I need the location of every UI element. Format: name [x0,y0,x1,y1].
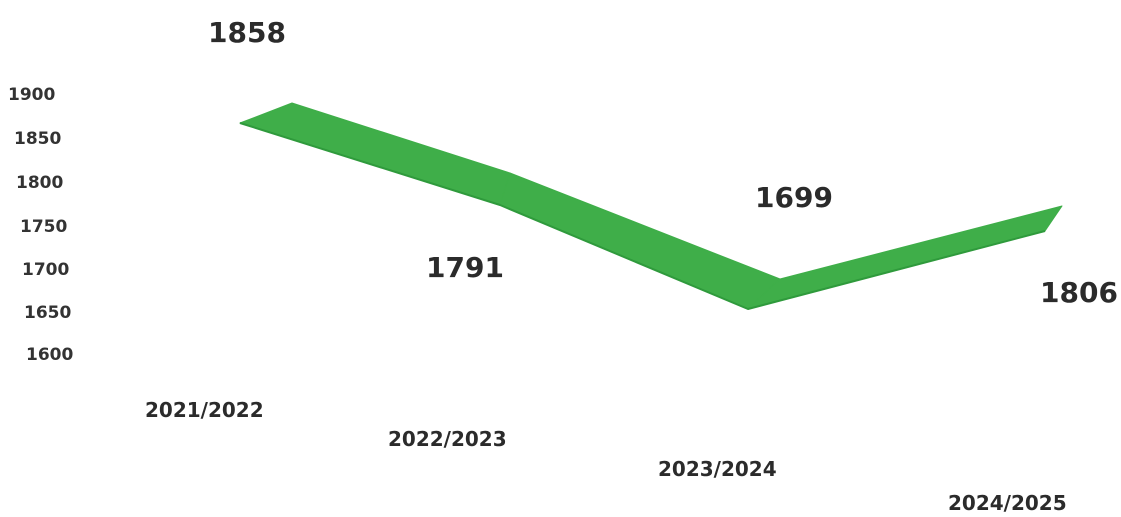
y-tick-label: 1850 [14,129,61,149]
x-tick-label: 2021/2022 [145,398,264,422]
series-segment [499,172,781,310]
x-tick-label: 2024/2025 [948,491,1067,515]
data-label: 1791 [426,251,504,284]
x-tick-label: 2022/2023 [388,427,507,451]
x-tick-label: 2023/2024 [658,457,777,481]
y-axis-ticks: 1900 1850 1800 1750 1700 1650 1600 [8,85,73,365]
y-tick-label: 1900 [8,85,55,105]
series-segment [747,205,1063,310]
data-label: 1806 [1040,276,1118,309]
y-tick-label: 1800 [16,173,63,193]
y-tick-label: 1750 [20,217,67,237]
data-label: 1858 [208,16,286,49]
series-segment [239,102,511,206]
x-axis-ticks: 2021/2022 2022/2023 2023/2024 2024/2025 [145,398,1067,515]
data-labels: 1858 1791 1699 1806 [208,16,1118,309]
y-tick-label: 1600 [26,345,73,365]
y-tick-label: 1650 [24,303,71,323]
data-label: 1699 [755,181,833,214]
y-tick-label: 1700 [22,260,69,280]
series-edge [239,122,1046,310]
series-ribbon [239,102,1063,310]
